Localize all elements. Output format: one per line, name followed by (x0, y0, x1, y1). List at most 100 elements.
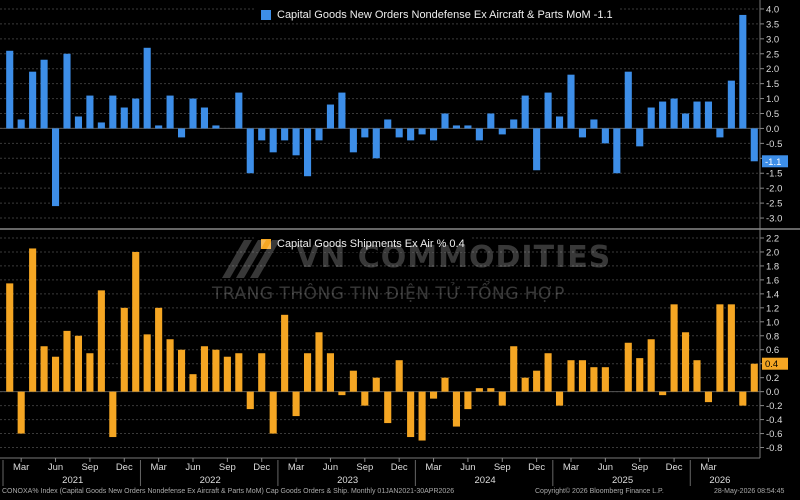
x-month-label: Sep (219, 462, 236, 473)
shipments-bar (555, 391, 564, 406)
x-month-label: Jun (460, 462, 475, 473)
shipments-bar (510, 346, 518, 392)
orders-bar (338, 92, 346, 129)
shipments-bar (727, 304, 735, 392)
shipments-bar (40, 346, 48, 392)
orders-bar (281, 128, 289, 141)
shipments-bar (659, 391, 667, 396)
x-month-label: Jun (598, 462, 613, 473)
orders-ytick-label: 2.5 (766, 49, 779, 60)
shipments-bar (372, 377, 380, 392)
orders-ytick-label: 1.5 (766, 79, 779, 90)
orders-bar (452, 125, 461, 129)
footer-timestamp: 28-May-2026 08:54:45 (714, 488, 785, 495)
x-month-label: Jun (323, 462, 338, 473)
shipments-bar (63, 330, 71, 392)
orders-bar (659, 101, 667, 129)
shipments-bar (578, 360, 587, 392)
shipments-bar (143, 334, 151, 392)
orders-bar (670, 98, 678, 129)
x-month-label: Dec (666, 462, 683, 473)
shipments-bar (739, 391, 747, 406)
shipments-bar (200, 346, 209, 392)
orders-bar (681, 113, 690, 129)
shipments-bar (269, 391, 277, 434)
orders-bar (544, 92, 552, 129)
shipments-ytick-label: 1.0 (766, 317, 779, 328)
x-month-label: Dec (116, 462, 133, 473)
orders-bar (487, 113, 495, 129)
x-month-label: Sep (631, 462, 648, 473)
orders-bar (739, 14, 747, 129)
orders-bar (258, 128, 266, 141)
shipments-bar (17, 391, 25, 434)
x-month-label: Dec (253, 462, 270, 473)
orders-ytick-label: 4.0 (766, 4, 779, 15)
x-month-label: Mar (150, 462, 166, 473)
orders-bar (395, 128, 403, 138)
x-year-label: 2024 (475, 475, 496, 486)
shipments-bar (246, 391, 254, 410)
x-month-label: Mar (425, 462, 441, 473)
shipments-bar (670, 304, 678, 392)
orders-bar (464, 125, 472, 129)
shipments-bar (384, 391, 392, 424)
orders-bar (17, 119, 25, 129)
orders-bar (120, 107, 128, 129)
orders-bar (132, 98, 140, 129)
shipments-ytick-label: 0.2 (766, 373, 779, 384)
orders-bar (235, 92, 243, 129)
shipments-bar (235, 353, 243, 392)
shipments-last-value-label: 0.4 (765, 359, 778, 370)
shipments-bar (636, 358, 644, 392)
shipments-ytick-label: 2.0 (766, 247, 779, 258)
x-month-label: Sep (494, 462, 511, 473)
shipments-bar (544, 353, 552, 392)
orders-bar (315, 128, 323, 141)
shipments-ytick-label: 1.8 (766, 261, 779, 272)
x-month-label: Sep (81, 462, 98, 473)
orders-bar (97, 122, 105, 129)
orders-bar (624, 71, 632, 129)
shipments-bar (590, 367, 598, 392)
orders-bar (361, 128, 369, 138)
orders-bar (429, 128, 438, 141)
shipments-bar (647, 339, 655, 392)
shipments-bar (361, 391, 369, 406)
orders-bar (29, 71, 37, 129)
shipments-ytick-label: 1.4 (766, 289, 779, 300)
shipments-bar (521, 377, 529, 392)
shipments-ytick-label: 2.2 (766, 233, 779, 244)
shipments-ytick-label: 1.2 (766, 303, 779, 314)
orders-bar (212, 125, 220, 129)
orders-bar (40, 59, 48, 129)
top-legend: Capital Goods New Orders Nondefense Ex A… (255, 7, 619, 23)
orders-bar (533, 128, 541, 171)
orders-ytick-label: -2.5 (766, 199, 782, 210)
shipments-bar (189, 374, 197, 392)
shipments-bar (716, 304, 724, 392)
orders-bar (693, 101, 701, 129)
orders-bar (292, 128, 300, 156)
shipments-bar (132, 251, 140, 392)
x-month-label: Mar (563, 462, 579, 473)
shipments-ytick-label: -0.2 (766, 401, 782, 412)
shipments-ytick-label: 0.8 (766, 331, 779, 342)
orders-bar (166, 95, 174, 129)
orders-ytick-label: -0.5 (766, 139, 782, 150)
shipments-bar (395, 360, 403, 392)
shipments-bar (693, 360, 701, 392)
shipments-bar (498, 391, 506, 406)
orders-bar (349, 128, 357, 153)
orders-ytick-label: -1.5 (766, 169, 782, 180)
orders-bar (372, 128, 380, 159)
x-month-label: Sep (356, 462, 373, 473)
shipments-bar (223, 356, 231, 392)
shipments-bar (407, 391, 415, 438)
x-month-label: Jun (48, 462, 63, 473)
bottom-legend: Capital Goods Shipments Ex Air % 0.4 (255, 236, 471, 252)
orders-bar (441, 113, 449, 129)
shipments-bar (109, 391, 117, 438)
shipments-bar (349, 370, 357, 392)
orders-bar (384, 119, 392, 129)
